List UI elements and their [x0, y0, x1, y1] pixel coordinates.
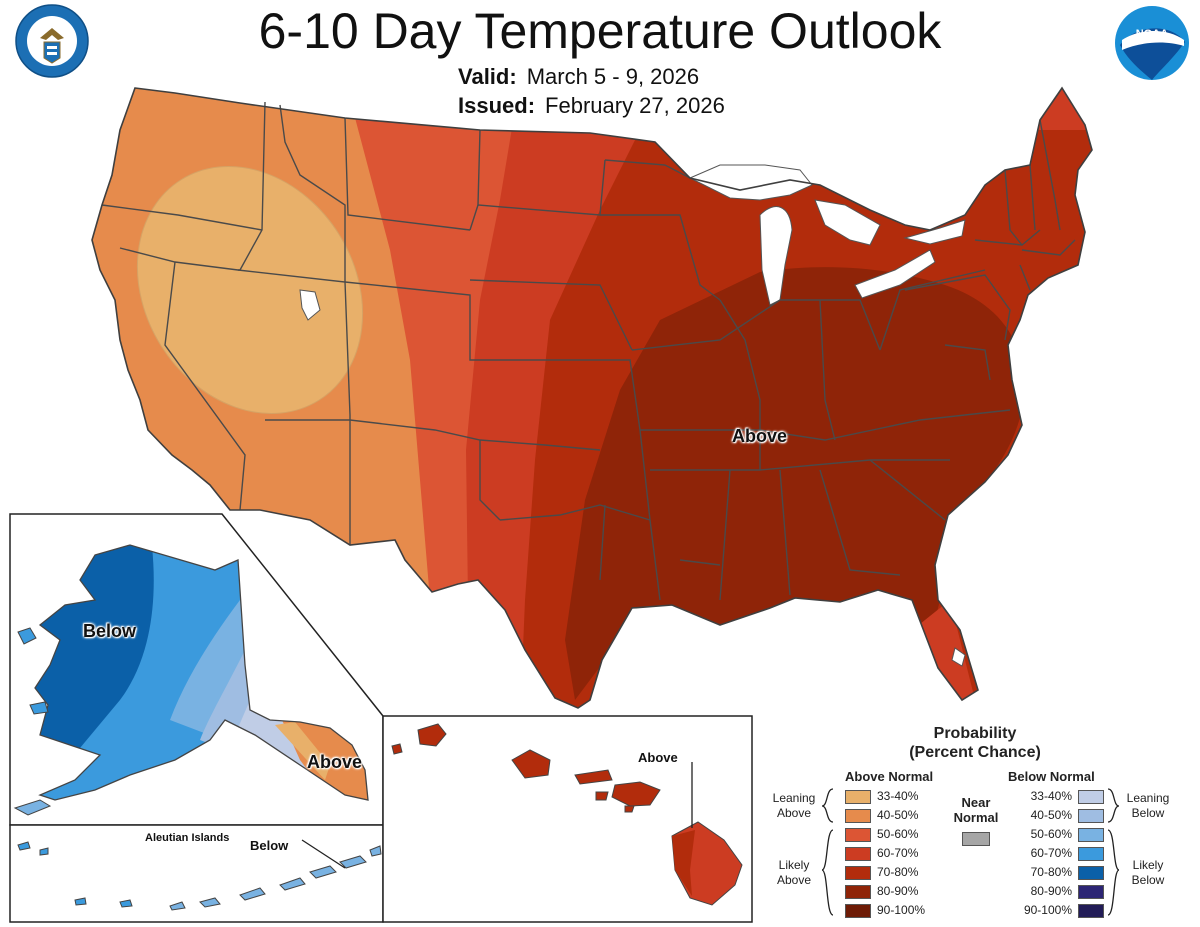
alaska-islands [13, 627, 52, 816]
hawaii-label: Above [638, 750, 678, 765]
above-swatch-label-6: 90-100% [877, 903, 926, 917]
aleutian-label: Below [250, 838, 289, 853]
below-swatch-label-4: 70-80% [1030, 865, 1072, 879]
above-swatch-label-2: 50-60% [877, 827, 919, 841]
above-normal-header: Above Normal [845, 769, 934, 784]
conus-label: Above [732, 426, 788, 446]
alaska-outline [34, 544, 369, 801]
above-swatch-4 [845, 866, 871, 880]
big-island-west [672, 830, 695, 896]
above-swatch-label-3: 60-70% [877, 846, 919, 860]
leaning-above-label: Leaning Above [772, 791, 816, 820]
legend-title-line2: (Percent Chance) [909, 744, 1041, 761]
below-normal-header: Below Normal [1008, 769, 1095, 784]
below-swatch-2 [1078, 828, 1104, 842]
conus-outline [91, 86, 1093, 709]
noaa-logo-text: NOAA [1136, 28, 1168, 40]
near-normal-label: Near Normal [953, 795, 999, 825]
below-swatch-1 [1078, 809, 1104, 823]
below-swatch-label-5: 80-90% [1030, 884, 1072, 898]
above-swatch-label-5: 80-90% [877, 884, 919, 898]
aleutian-pointer [301, 839, 346, 869]
above-swatch-2 [845, 828, 871, 842]
issued-line: Issued: February 27, 2026 [458, 93, 725, 119]
below-swatch-label-0: 33-40% [1030, 789, 1072, 803]
valid-line: Valid: March 5 - 9, 2026 [458, 64, 699, 90]
noaa-logo [1115, 6, 1189, 80]
department-of-commerce-seal [15, 4, 89, 78]
legend-braces [821, 788, 1120, 916]
likely-below-label: Likely Below [1131, 858, 1165, 887]
above-swatch-1 [845, 809, 871, 823]
alaska-panhandle-label: Above [307, 752, 363, 772]
above-swatch-label-4: 70-80% [877, 865, 919, 879]
state-borders [101, 101, 1076, 601]
great-lakes [299, 164, 966, 321]
hawaii-islands [391, 723, 661, 813]
leaning-below-label: Leaning Below [1126, 791, 1170, 820]
above-swatch-0 [845, 790, 871, 804]
legend-title-line1: Probability [933, 725, 1017, 742]
below-swatch-label-1: 40-50% [1030, 808, 1072, 822]
below-swatch-label-2: 50-60% [1030, 827, 1072, 841]
below-swatch-label-3: 60-70% [1030, 846, 1072, 860]
alaska-label: Below [83, 621, 137, 641]
issued-label: Issued: [458, 93, 536, 118]
valid-label: Valid: [458, 64, 517, 89]
page-title: 6-10 Day Temperature Outlook [258, 3, 942, 59]
likely-above-label: Likely Above [776, 858, 812, 887]
above-swatch-6 [845, 904, 871, 918]
above-swatch-3 [845, 847, 871, 861]
near-normal-swatch [962, 832, 990, 846]
below-swatch-label-6: 90-100% [1023, 903, 1072, 917]
issued-value: February 27, 2026 [545, 93, 725, 118]
lake-okeechobee [951, 647, 966, 667]
valid-value: March 5 - 9, 2026 [526, 64, 700, 89]
aleutian-title: Aleutian Islands [145, 832, 230, 844]
below-swatch-6 [1078, 904, 1104, 918]
above-swatch-label-0: 33-40% [877, 789, 919, 803]
above-swatch-label-1: 40-50% [877, 808, 919, 822]
below-swatch-0 [1078, 790, 1104, 804]
below-swatch-4 [1078, 866, 1104, 880]
below-swatch-3 [1078, 847, 1104, 861]
aleutian-islands [17, 841, 382, 911]
below-swatch-5 [1078, 885, 1104, 899]
above-swatch-5 [845, 885, 871, 899]
legend-title: Probability (Percent Chance) [880, 724, 1070, 762]
